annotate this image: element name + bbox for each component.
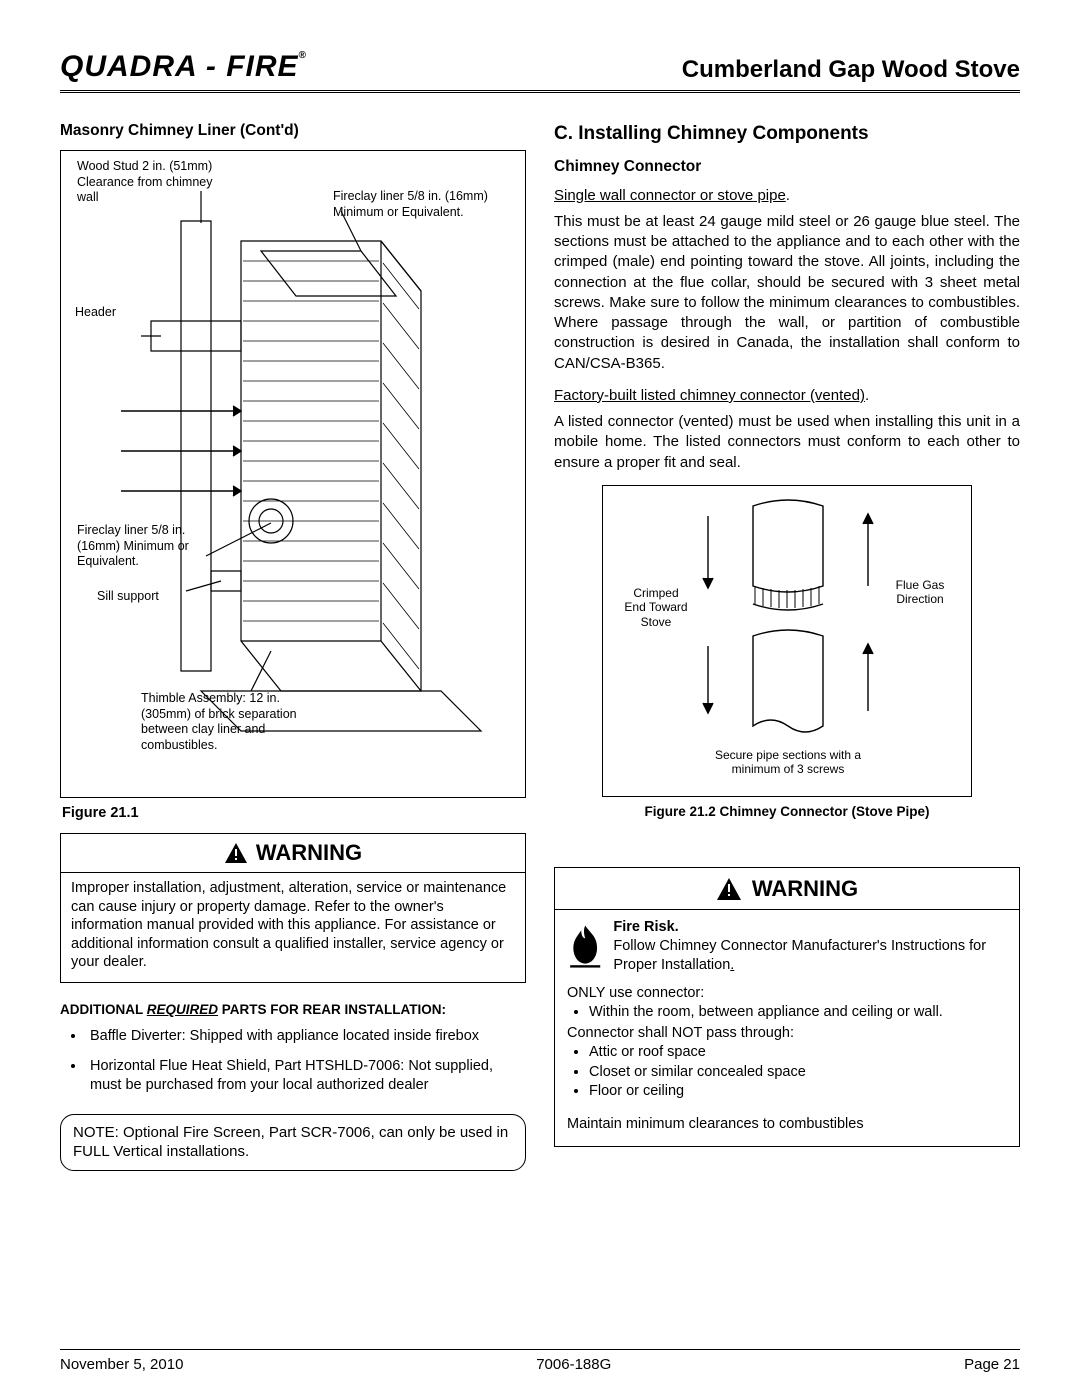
note-box: NOTE: Optional Fire Screen, Part SCR-700… — [60, 1114, 526, 1171]
brand-prefix: Q — [60, 50, 84, 83]
section-c-heading: C. Installing Chimney Components — [554, 121, 1020, 147]
addl-u: REQUIRED — [147, 1002, 218, 1017]
label-fireclay-top: Fireclay liner 5/8 in. (16mm) Minimum or… — [333, 189, 493, 220]
fire-risk-text: Follow Chimney Connector Manufacturer's … — [613, 937, 1007, 975]
p3-underline: Factory-built listed chimney connector (… — [554, 387, 865, 404]
addl-post: PARTS FOR REAR INSTALLATION: — [218, 1002, 446, 1017]
masonry-diagram: Wood Stud 2 in. (51mm) Clearance from ch… — [60, 150, 526, 798]
list-item: Attic or roof space — [589, 1043, 1007, 1062]
warning-body-right: Fire Risk. Follow Chimney Connector Manu… — [555, 910, 1019, 1146]
label-fireclay-bottom: Fireclay liner 5/8 in. (16mm) Minimum or… — [77, 523, 217, 570]
only-use-list: Within the room, between appliance and c… — [589, 1003, 1007, 1022]
figure-caption-right: Figure 21.2 Chimney Connector (Stove Pip… — [554, 803, 1020, 821]
p3: Factory-built listed chimney connector (… — [554, 386, 1020, 406]
left-subheading: Masonry Chimney Liner (Cont'd) — [60, 121, 526, 142]
label-sill: Sill support — [97, 589, 159, 605]
label-thimble: Thimble Assembly: 12 in. (305mm) of bric… — [141, 691, 311, 754]
warning-head-left: WARNING — [61, 834, 525, 873]
right-column: C. Installing Chimney Components Chimney… — [554, 121, 1020, 1171]
additional-parts-list: Baffle Diverter: Shipped with appliance … — [86, 1027, 526, 1096]
list-item: Closet or similar concealed space — [589, 1063, 1007, 1082]
warning-title-left: WARNING — [256, 838, 362, 868]
chimney-connector-subhead: Chimney Connector — [554, 157, 1020, 178]
label-secure: Secure pipe sections with a minimum of 3… — [693, 748, 883, 777]
maintain-line: Maintain minimum clearances to combustib… — [567, 1115, 1007, 1134]
p1: Single wall connector or stove pipe. — [554, 186, 1020, 206]
page-title: Cumberland Gap Wood Stove — [682, 56, 1020, 84]
p2: This must be at least 24 gauge mild stee… — [554, 212, 1020, 374]
page-header: QUADRA - FIRE® Cumberland Gap Wood Stove — [60, 50, 1020, 93]
list-item: Horizontal Flue Heat Shield, Part HTSHLD… — [86, 1057, 526, 1096]
label-woodstud: Wood Stud 2 in. (51mm) Clearance from ch… — [77, 159, 227, 206]
page-footer: November 5, 2010 7006-188G Page 21 — [60, 1349, 1020, 1373]
warning-box-right: WARNING Fire Risk. Follow Chimney Connec… — [554, 867, 1020, 1147]
addl-pre: ADDITIONAL — [60, 1002, 147, 1017]
list-item: Floor or ceiling — [589, 1082, 1007, 1101]
warning-title-right: WARNING — [752, 874, 858, 903]
fire-risk-period: . — [730, 957, 734, 973]
label-flue: Flue Gas Direction — [885, 578, 955, 607]
warning-head-right: WARNING — [555, 868, 1019, 910]
label-crimped: Crimped End Toward Stove — [621, 586, 691, 629]
not-pass-line: Connector shall NOT pass through: — [567, 1024, 1007, 1043]
list-item: Baffle Diverter: Shipped with appliance … — [86, 1027, 526, 1047]
pipe-diagram: Crimped End Toward Stove Flue Gas Direct… — [602, 485, 972, 797]
footer-date: November 5, 2010 — [60, 1356, 183, 1373]
p4: A listed connector (vented) must be used… — [554, 412, 1020, 473]
additional-parts-title: ADDITIONAL REQUIRED PARTS FOR REAR INSTA… — [60, 1001, 526, 1019]
figure-caption-left: Figure 21.1 — [62, 804, 526, 824]
footer-docnum: 7006-188G — [536, 1356, 611, 1373]
list-item: Within the room, between appliance and c… — [589, 1003, 1007, 1022]
fire-icon — [567, 918, 603, 976]
two-column-layout: Masonry Chimney Liner (Cont'd) — [60, 121, 1020, 1171]
p1-tail: . — [786, 187, 790, 204]
registered-mark: ® — [299, 50, 307, 61]
warning-body-left: Improper installation, adjustment, alter… — [61, 873, 525, 982]
warning-triangle-icon — [224, 842, 248, 864]
fire-risk-label: Fire Risk. — [613, 918, 1007, 937]
label-header: Header — [75, 305, 116, 321]
not-pass-list: Attic or roof space Closet or similar co… — [589, 1043, 1007, 1100]
only-use-line: ONLY use connector: — [567, 984, 1007, 1003]
left-column: Masonry Chimney Liner (Cont'd) — [60, 121, 526, 1171]
brand-main: UADRA - FIRE — [84, 50, 298, 83]
warning-triangle-icon — [716, 877, 742, 901]
fire-risk-text-span: Follow Chimney Connector Manufacturer's … — [613, 938, 986, 973]
p3-tail: . — [865, 387, 869, 404]
footer-page: Page 21 — [964, 1356, 1020, 1373]
brand-logo: QUADRA - FIRE® — [60, 50, 307, 84]
warning-box-left: WARNING Improper installation, adjustmen… — [60, 833, 526, 982]
p1-underline: Single wall connector or stove pipe — [554, 187, 786, 204]
